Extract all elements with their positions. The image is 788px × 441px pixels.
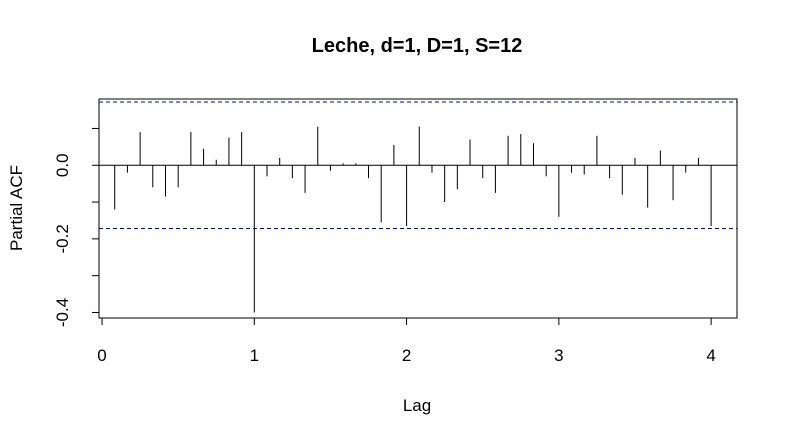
pacf-bars [114,126,712,313]
x-tick-label: 2 [402,346,411,365]
y-tick-label: -0.2 [53,224,72,253]
y-axis: -0.4 -0.2 0.0 [53,127,100,327]
y-axis-label: Partial ACF [7,165,26,251]
x-tick-label: 3 [554,346,563,365]
chart-title: Leche, d=1, D=1, S=12 [312,35,523,57]
x-axis: 0 1 2 3 4 [97,317,716,365]
y-tick-label: 0.0 [53,153,72,177]
plot-frame [98,98,738,319]
x-tick-label: 0 [97,346,106,365]
y-tick-label: -0.4 [53,298,72,327]
x-tick-label: 4 [706,346,715,365]
x-axis-label: Lag [403,396,431,415]
x-tick-label: 1 [250,346,259,365]
